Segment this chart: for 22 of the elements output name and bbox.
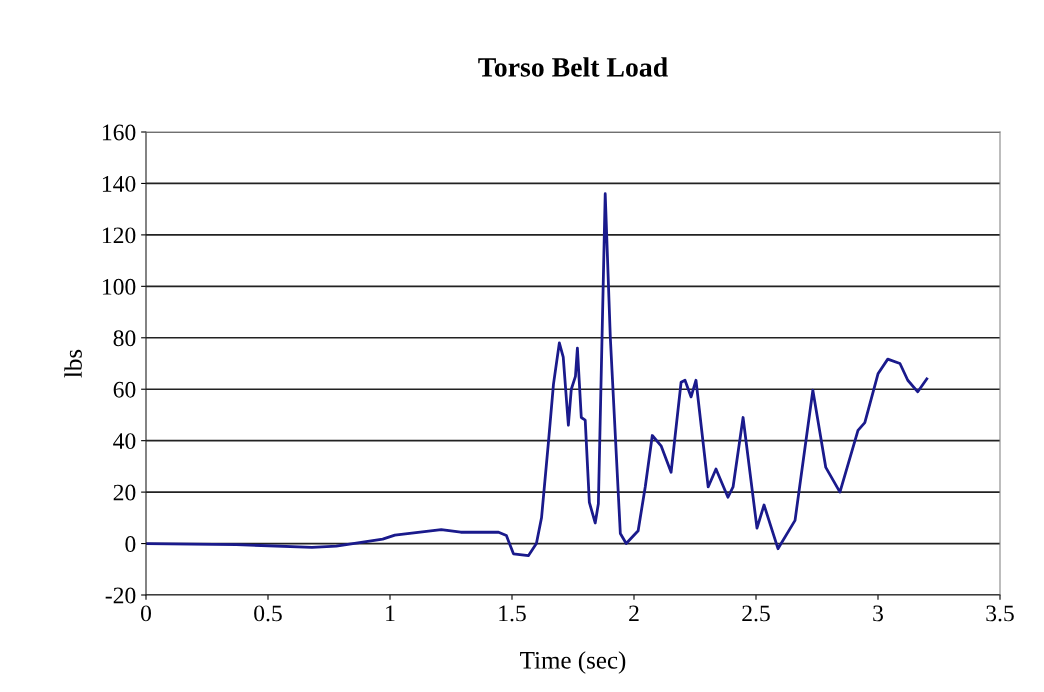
x-axis-title: Time (sec) (520, 651, 626, 674)
x-tick-label: 2.5 (742, 605, 770, 622)
x-tick-label: 1 (386, 605, 395, 622)
y-tick-label: 140 (102, 175, 136, 192)
y-tick-label: 20 (113, 484, 136, 501)
y-tick-label: 80 (113, 330, 136, 347)
y-tick-label: 160 (102, 124, 136, 141)
x-tick-label: 0 (141, 605, 151, 622)
y-tick-label: 60 (113, 381, 136, 398)
x-tick-label: 1.5 (499, 605, 526, 622)
x-tick-label: 0.5 (254, 605, 282, 622)
x-tick-label: 3.5 (986, 605, 1014, 622)
y-tick-label: 100 (102, 278, 136, 295)
y-tick-label: 40 (113, 433, 136, 450)
y-tick-label: -20 (105, 587, 136, 604)
chart-title: Torso Belt Load (478, 57, 668, 77)
y-tick-label: 0 (125, 536, 136, 552)
y-axis-title: lbs (64, 349, 82, 378)
y-tick-label: 120 (102, 227, 136, 244)
line-series (146, 192, 929, 558)
x-tick-label: 3 (873, 605, 883, 622)
x-tick-label: 2 (629, 605, 639, 622)
